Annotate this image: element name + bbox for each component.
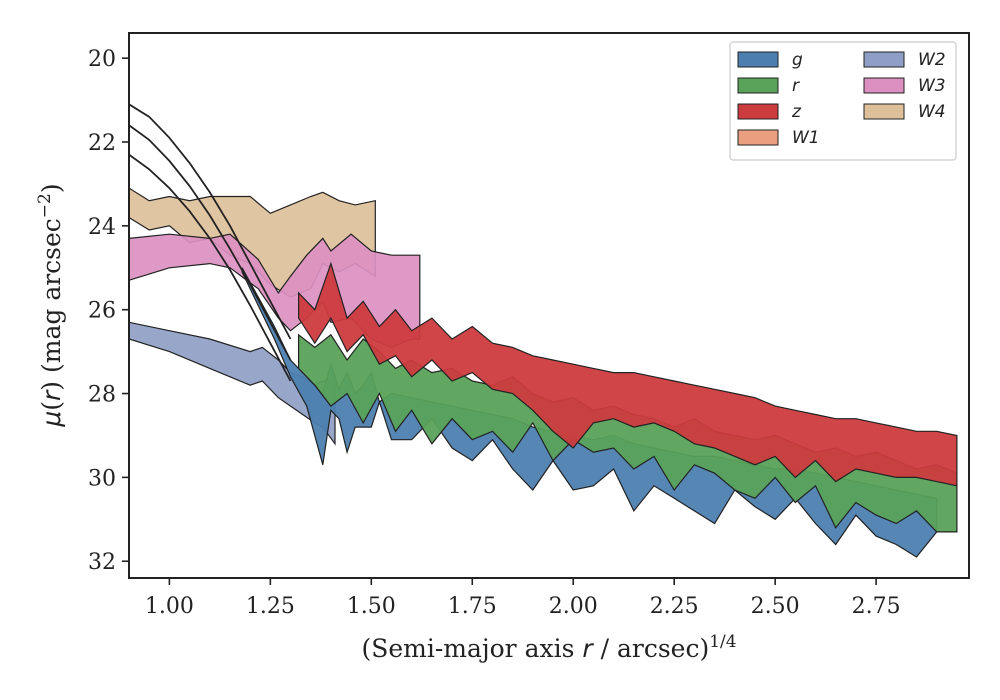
y-tick-label: 24: [88, 215, 116, 240]
y-tick-label: 28: [88, 383, 116, 408]
legend-swatch-W2: [863, 51, 905, 68]
legend-frame: [729, 41, 957, 161]
y-tick-label: 32: [88, 550, 116, 575]
x-tick-label: 1.75: [448, 594, 497, 619]
x-tick-label: 1.50: [347, 594, 396, 619]
model-curve-1: [129, 103, 292, 340]
y-axis: 20 22 24 26 28 30 32: [88, 47, 129, 575]
model-curve-2: [129, 124, 292, 361]
y-tick-label: 20: [88, 47, 116, 72]
band-layer: [129, 187, 958, 558]
legend-label-W2: W2: [918, 50, 946, 70]
x-axis: 1.00 1.25 1.50 1.75 2.00 2.25 2.50 2.75: [145, 578, 901, 619]
legend-swatch-r: [737, 77, 779, 94]
y-axis-label: μ(r) (mag arcsec−2): [35, 183, 66, 427]
x-tick-label: 2.75: [852, 594, 901, 619]
legend-label-r: r: [792, 76, 800, 96]
x-tick-label: 1.25: [246, 594, 295, 619]
legend-swatch-W3: [863, 77, 905, 94]
plot-frame: [128, 32, 970, 579]
legend-swatch-z: [737, 103, 779, 120]
y-tick-label: 22: [88, 131, 116, 156]
x-tick-label: 1.00: [145, 594, 194, 619]
legend-label-W4: W4: [918, 102, 946, 122]
model-curve-3: [129, 153, 292, 382]
legend-label-W3: W3: [918, 76, 946, 96]
legend-swatch-W1: [737, 129, 779, 146]
legend-swatch-g: [737, 51, 779, 68]
legend-label-W1: W1: [792, 128, 820, 148]
y-tick-label: 26: [88, 299, 116, 324]
legend: grz W1 W2 W3 W4: [729, 41, 957, 161]
legend-swatch-W4: [863, 103, 905, 120]
model-curve-layer: [129, 103, 292, 382]
x-axis-label: (Semi-major axis r / arcsec)1/4: [361, 632, 736, 663]
x-tick-label: 2.50: [751, 594, 800, 619]
legend-label-g: g: [792, 50, 803, 70]
x-tick-label: 2.25: [650, 594, 699, 619]
x-tick-label: 2.00: [549, 594, 598, 619]
band-z: [298, 261, 958, 487]
band-W2: [129, 321, 336, 446]
y-tick-label: 30: [88, 466, 116, 491]
legend-label-z: z: [791, 102, 802, 122]
